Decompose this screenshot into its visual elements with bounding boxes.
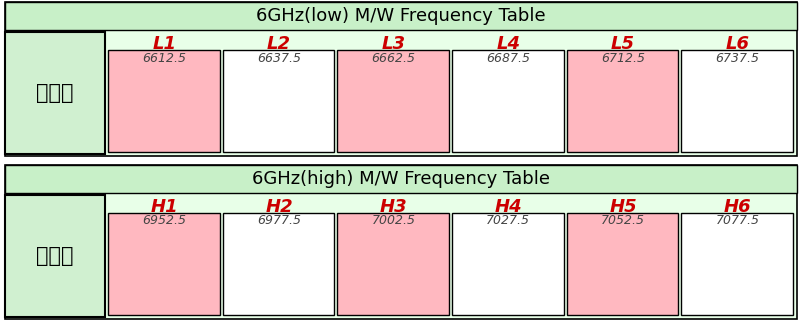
Text: 6GHz(low) M/W Frequency Table: 6GHz(low) M/W Frequency Table [256, 7, 546, 25]
Text: L2: L2 [267, 35, 291, 53]
FancyBboxPatch shape [338, 213, 449, 315]
FancyBboxPatch shape [223, 213, 334, 315]
Text: 연주소: 연주소 [36, 246, 74, 266]
Text: H3: H3 [380, 198, 407, 216]
Text: 6662.5: 6662.5 [371, 52, 415, 65]
Text: 6637.5: 6637.5 [257, 52, 301, 65]
Text: L5: L5 [611, 35, 635, 53]
Text: 7052.5: 7052.5 [601, 215, 645, 228]
Text: L1: L1 [152, 35, 176, 53]
FancyBboxPatch shape [452, 50, 564, 152]
Text: L6: L6 [726, 35, 750, 53]
Text: 6737.5: 6737.5 [715, 52, 759, 65]
Text: 송신소: 송신소 [36, 83, 74, 103]
Text: 6952.5: 6952.5 [142, 215, 186, 228]
FancyBboxPatch shape [108, 50, 220, 152]
FancyBboxPatch shape [5, 195, 105, 317]
Text: 7077.5: 7077.5 [715, 215, 759, 228]
Text: L3: L3 [382, 35, 406, 53]
Text: H4: H4 [495, 198, 522, 216]
Text: 7027.5: 7027.5 [486, 215, 530, 228]
Text: H2: H2 [265, 198, 293, 216]
FancyBboxPatch shape [108, 213, 220, 315]
Text: 6GHz(high) M/W Frequency Table: 6GHz(high) M/W Frequency Table [252, 170, 550, 188]
FancyBboxPatch shape [5, 2, 797, 30]
Text: 6977.5: 6977.5 [257, 215, 301, 228]
Text: 7002.5: 7002.5 [371, 215, 415, 228]
FancyBboxPatch shape [5, 165, 797, 193]
Text: 6612.5: 6612.5 [142, 52, 186, 65]
FancyBboxPatch shape [682, 50, 793, 152]
FancyBboxPatch shape [5, 2, 797, 156]
FancyBboxPatch shape [338, 50, 449, 152]
FancyBboxPatch shape [223, 50, 334, 152]
Text: H6: H6 [724, 198, 751, 216]
Text: 6687.5: 6687.5 [486, 52, 530, 65]
Text: H1: H1 [151, 198, 178, 216]
Text: L4: L4 [496, 35, 520, 53]
Text: 6712.5: 6712.5 [601, 52, 645, 65]
FancyBboxPatch shape [452, 213, 564, 315]
Text: H5: H5 [610, 198, 637, 216]
FancyBboxPatch shape [567, 213, 678, 315]
FancyBboxPatch shape [5, 32, 105, 154]
FancyBboxPatch shape [567, 50, 678, 152]
FancyBboxPatch shape [5, 165, 797, 319]
FancyBboxPatch shape [682, 213, 793, 315]
